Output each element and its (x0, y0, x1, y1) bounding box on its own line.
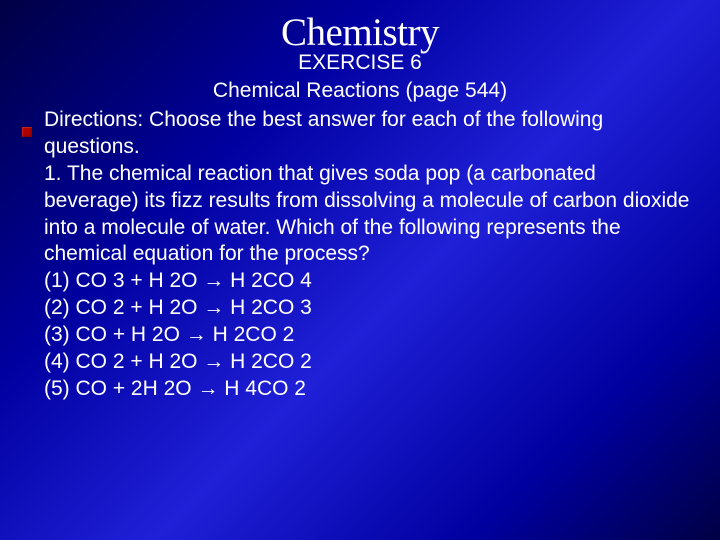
option-1: (1) CO 3 + H 2O → H 2CO 4 (44, 268, 690, 295)
directions-text: Directions: Choose the best answer for e… (44, 107, 690, 161)
slide-body: Directions: Choose the best answer for e… (44, 107, 690, 403)
bullet-icon (22, 127, 32, 137)
option-4: (4) CO 2 + H 2O → H 2CO 2 (44, 349, 690, 376)
question-text: 1. The chemical reaction that gives soda… (44, 161, 690, 269)
slide-title: Chemistry (0, 10, 720, 55)
option-2: (2) CO 2 + H 2O → H 2CO 3 (44, 295, 690, 322)
exercise-line: EXERCISE 6 (0, 51, 720, 75)
slide-subtitle: Chemical Reactions (page 544) (0, 79, 720, 103)
option-3: (3) CO + H 2O → H 2CO 2 (44, 322, 690, 349)
option-5: (5) CO + 2H 2O → H 4CO 2 (44, 376, 690, 403)
